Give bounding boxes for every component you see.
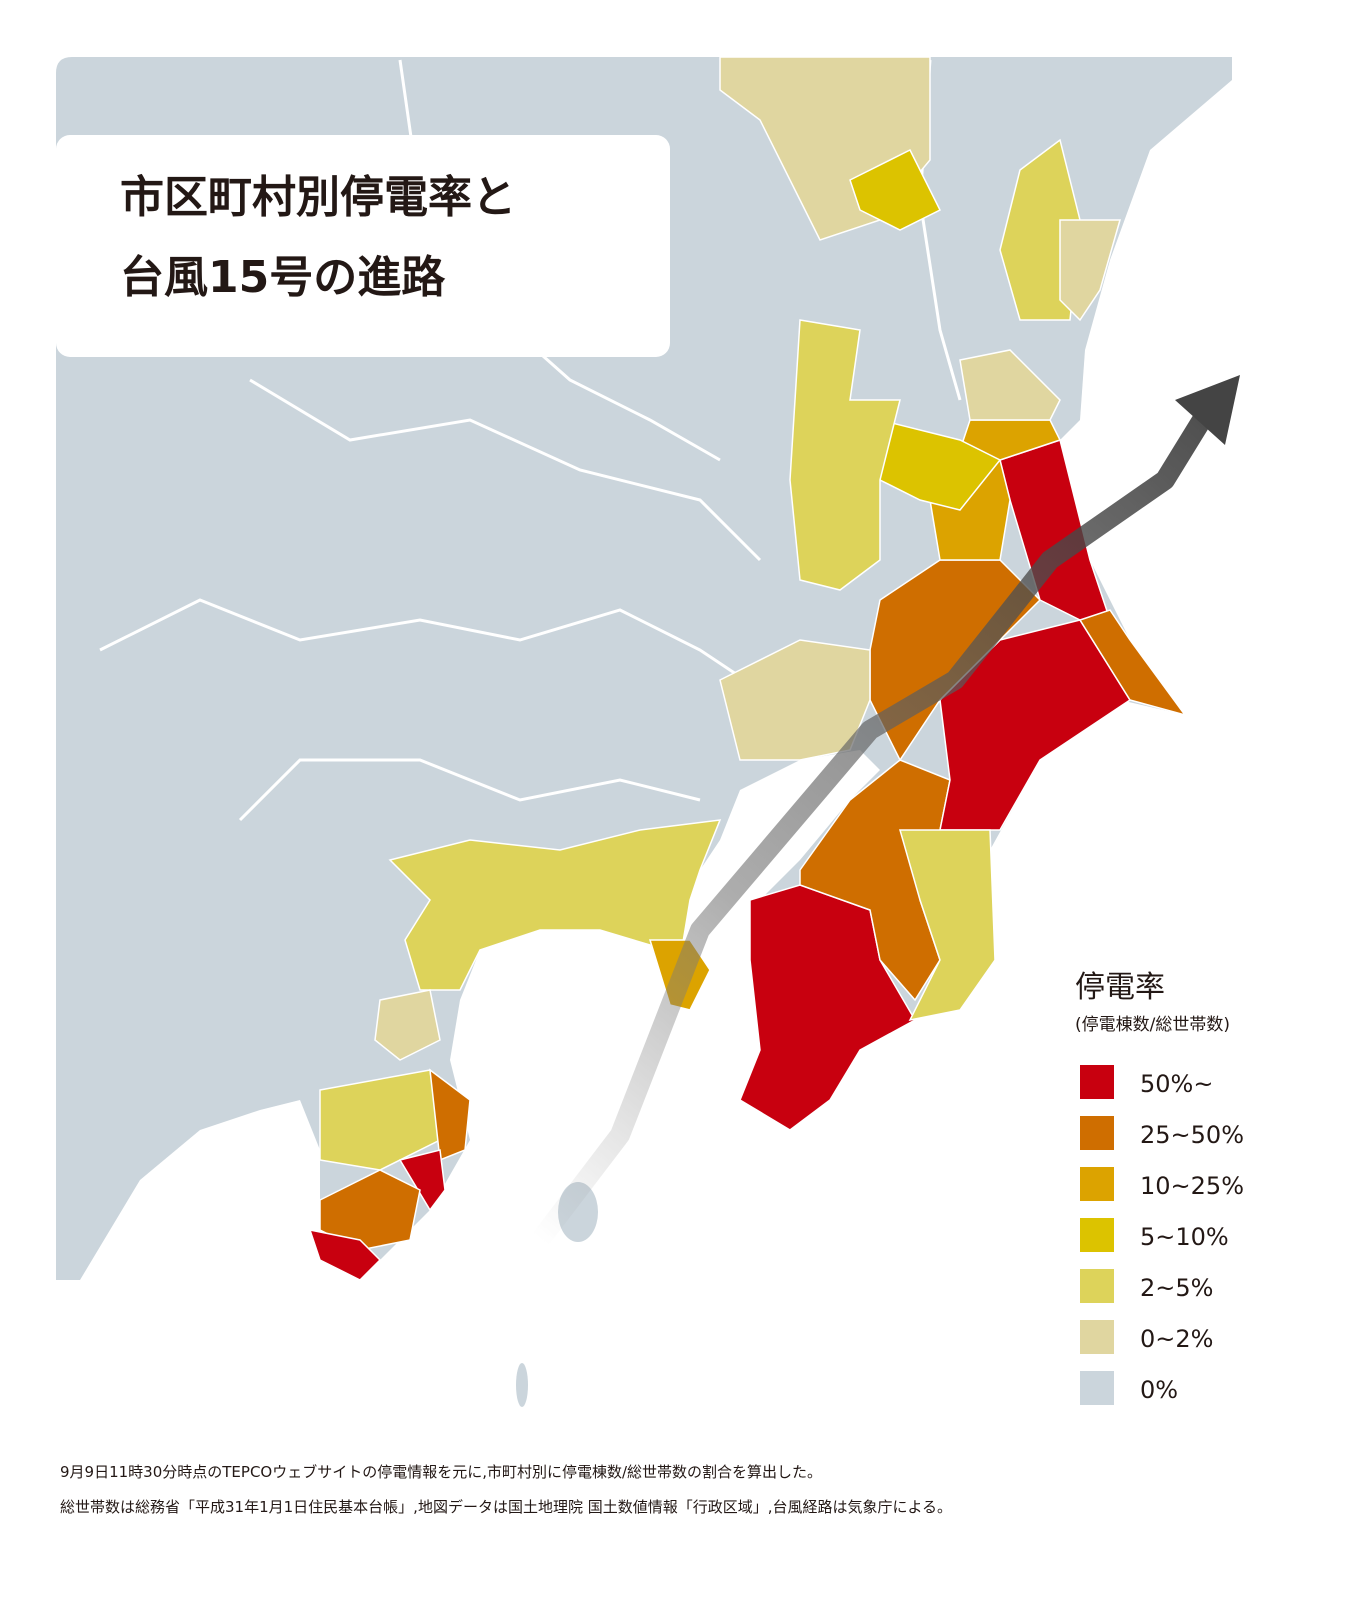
track-arrowhead <box>1175 375 1240 445</box>
legend-subtitle: (停電棟数/総世帯数) <box>1075 1015 1230 1035</box>
legend-label: 0% <box>1140 1376 1178 1404</box>
legend-swatch <box>1080 1320 1114 1354</box>
legend-label: 10~25% <box>1140 1172 1244 1200</box>
region <box>319 1069 441 1171</box>
map <box>56 56 1240 1407</box>
region <box>1078 609 1187 717</box>
legend-label: 5~10% <box>1140 1223 1229 1251</box>
legend-swatch <box>1080 1218 1114 1252</box>
region <box>429 1068 471 1162</box>
region <box>789 319 901 591</box>
region <box>849 148 942 231</box>
legend-label: 50%~ <box>1140 1070 1213 1098</box>
region <box>308 1229 382 1281</box>
legend-label: 0~2% <box>1140 1325 1213 1353</box>
title-box <box>56 135 670 357</box>
region <box>1059 219 1121 322</box>
outage-regions <box>308 56 1187 1281</box>
island <box>516 1363 528 1407</box>
region <box>374 989 441 1061</box>
footnote: 9月9日11時30分時点のTEPCOウェブサイトの停電情報を元に,市町村別に停電… <box>60 1463 822 1481</box>
region <box>899 829 996 1022</box>
region <box>319 1169 421 1251</box>
title-line: 市区町村別停電率と <box>120 172 516 223</box>
legend-swatch <box>1080 1116 1114 1150</box>
region <box>719 639 871 761</box>
legend-label: 2~5% <box>1140 1274 1213 1302</box>
title-line: 台風15号の進路 <box>120 252 446 303</box>
legend-title: 停電率 <box>1075 970 1165 1005</box>
region <box>939 619 1132 831</box>
legend-label: 25~50% <box>1140 1121 1244 1149</box>
legend-swatch <box>1080 1269 1114 1303</box>
legend-swatch <box>1080 1371 1114 1405</box>
legend-swatch <box>1080 1167 1114 1201</box>
typhoon-track <box>532 409 1214 1247</box>
legend-swatch <box>1080 1065 1114 1099</box>
footnote: 総世帯数は総務省「平成31年1月1日住民基本台帳」,地図データは国土地理院 国土… <box>60 1498 952 1516</box>
region <box>959 349 1061 421</box>
legend: 停電率 (停電棟数/総世帯数) 50%~ 25~50% 10~25% 5~10% 2~5… <box>1075 970 1244 1405</box>
